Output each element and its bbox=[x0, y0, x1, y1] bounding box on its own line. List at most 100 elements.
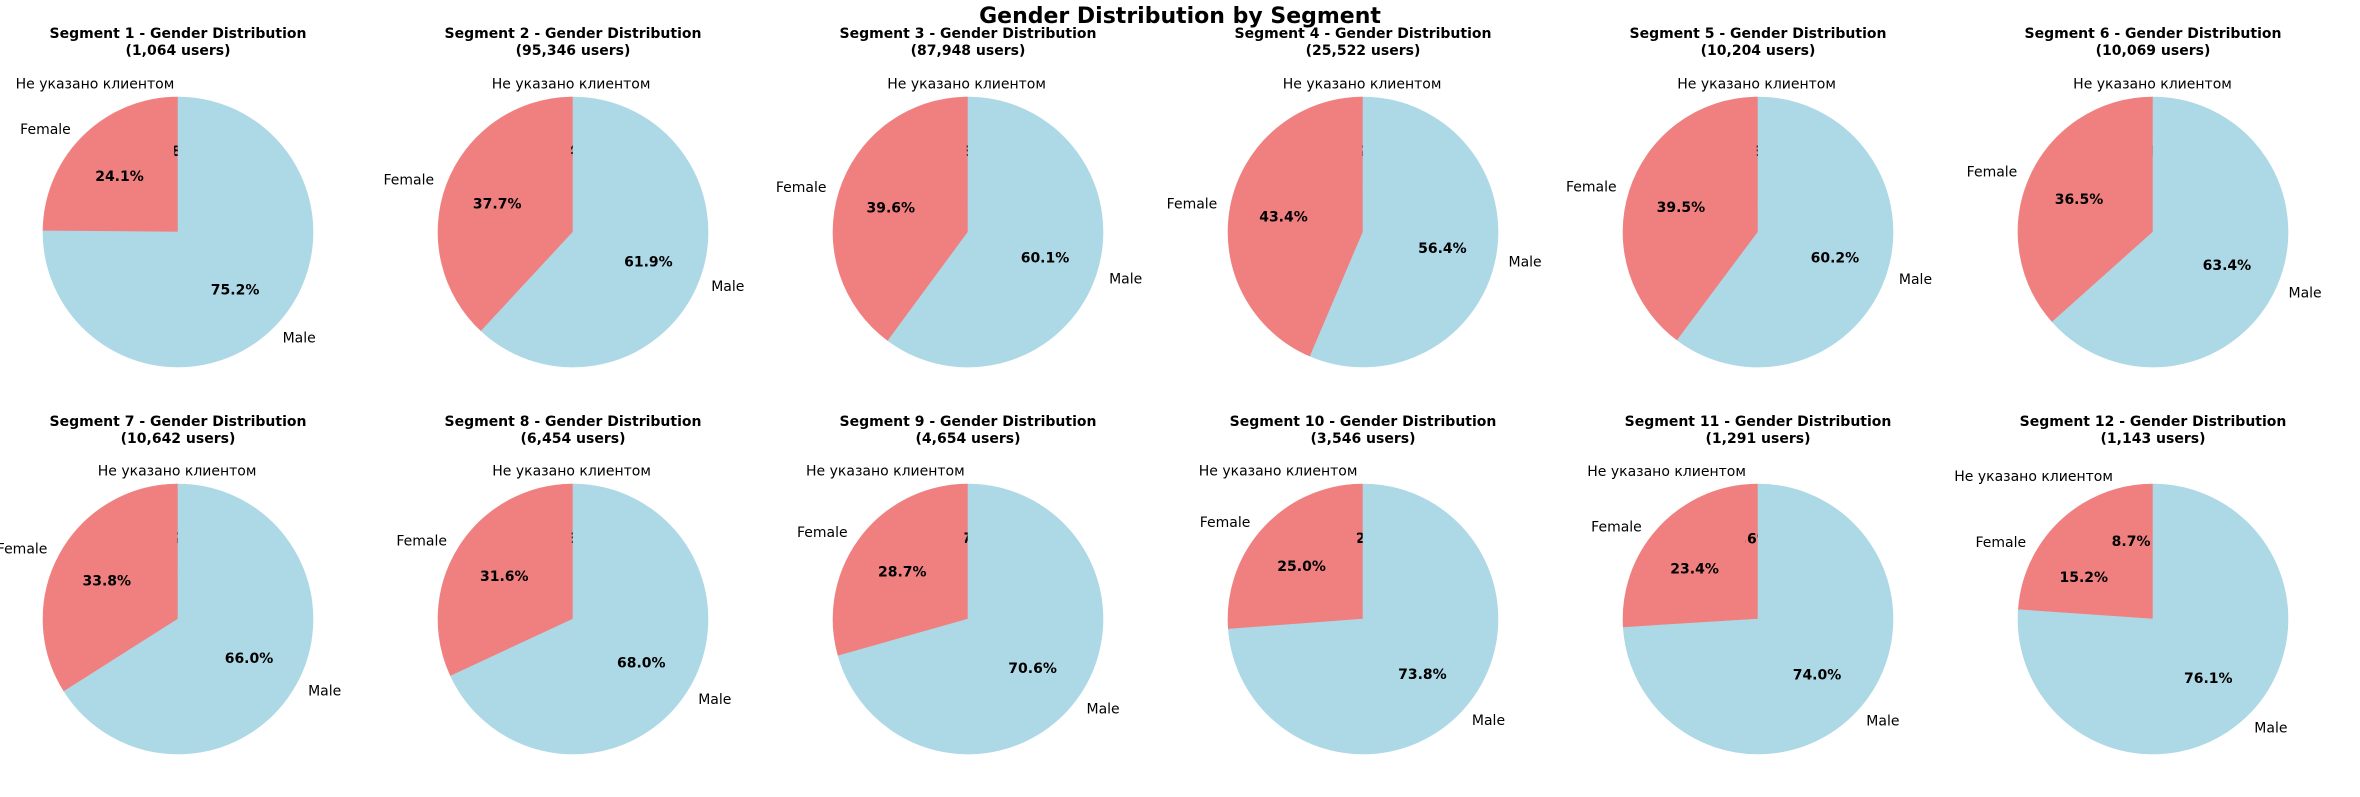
pie-title: Segment 2 - Gender Distribution bbox=[445, 26, 702, 42]
slice-percent: 70.6% bbox=[1008, 661, 1057, 677]
pie-subtitle: (10,069 users) bbox=[2096, 43, 2211, 59]
pie-slice-male bbox=[1228, 483, 1499, 755]
slice-label: Female bbox=[797, 525, 848, 541]
pie-subtitle: (95,346 users) bbox=[516, 43, 631, 59]
pie-slice-female bbox=[1227, 484, 1364, 630]
slice-percent: 39.5% bbox=[1657, 200, 1706, 216]
slice-label: Не указано клиентом bbox=[492, 464, 651, 480]
slice-label: Female bbox=[396, 533, 447, 549]
slice-label: Male bbox=[1109, 271, 1142, 287]
pie-chart-9: Segment 9 - Gender Distribution(4,654 us… bbox=[797, 414, 1120, 755]
pie-title: Segment 11 - Gender Distribution bbox=[1625, 414, 1892, 430]
slice-percent: 56.4% bbox=[1418, 241, 1467, 257]
slice-label: Female bbox=[1167, 196, 1218, 212]
pie-subtitle: (10,204 users) bbox=[1701, 43, 1816, 59]
slice-label: Не указано клиентом bbox=[1587, 464, 1746, 480]
slice-percent: 75.2% bbox=[211, 283, 260, 299]
main-title: Gender Distribution by Segment bbox=[979, 4, 1381, 29]
pie-subtitle: (1,143 users) bbox=[2101, 431, 2206, 447]
slice-percent: 60.1% bbox=[1021, 250, 1070, 266]
pie-slice-female bbox=[437, 483, 574, 677]
slice-percent: 36.5% bbox=[2055, 192, 2104, 208]
pie-slice-female bbox=[42, 96, 179, 233]
pie-title: Segment 12 - Gender Distribution bbox=[2020, 414, 2287, 430]
pie-slice-male bbox=[2051, 96, 2289, 368]
pie-subtitle: (1,064 users) bbox=[126, 43, 231, 59]
pie-slice-male bbox=[1309, 96, 1499, 368]
pie-subtitle: (1,291 users) bbox=[1706, 431, 1811, 447]
pie-subtitle: (25,522 users) bbox=[1306, 43, 1421, 59]
slice-percent: 37.7% bbox=[473, 196, 522, 212]
slice-percent: 76.1% bbox=[2184, 671, 2233, 687]
pie-title: Segment 5 - Gender Distribution bbox=[1630, 26, 1887, 42]
slice-label: Male bbox=[283, 330, 316, 346]
slice-label: Male bbox=[2289, 286, 2322, 302]
pie-subtitle: (3,546 users) bbox=[1311, 431, 1416, 447]
pie-chart-2: Segment 2 - Gender Distribution(95,346 u… bbox=[383, 26, 744, 368]
pie-slice-male bbox=[42, 96, 314, 368]
slice-label: Male bbox=[1472, 713, 1505, 729]
pie-slice-male bbox=[837, 483, 1104, 755]
slice-label: Не указано клиентом bbox=[887, 77, 1046, 93]
slice-percent: 33.8% bbox=[83, 573, 132, 589]
slice-label: Не указано клиентом bbox=[1677, 77, 1836, 93]
slice-percent: 23.4% bbox=[1670, 562, 1719, 578]
pie-slice-male bbox=[2017, 483, 2289, 755]
slice-percent: 24.1% bbox=[95, 169, 144, 185]
pie-title: Segment 9 - Gender Distribution bbox=[840, 414, 1097, 430]
pie-slice-female bbox=[42, 483, 179, 692]
pie-chart-11: Segment 11 - Gender Distribution(1,291 u… bbox=[1587, 414, 1899, 755]
pie-slice-male bbox=[480, 96, 709, 368]
slice-percent: 39.6% bbox=[867, 201, 916, 217]
pie-title: Segment 1 - Gender Distribution bbox=[50, 26, 307, 42]
pie-chart-5: Segment 5 - Gender Distribution(10,204 u… bbox=[1566, 26, 1932, 368]
slice-percent: 25.0% bbox=[1277, 559, 1326, 575]
pie-slice-female bbox=[2017, 96, 2154, 323]
pie-title: Segment 7 - Gender Distribution bbox=[50, 414, 307, 430]
pie-title: Segment 10 - Gender Distribution bbox=[1230, 414, 1497, 430]
pie-slice-female bbox=[437, 96, 574, 332]
pie-subtitle: (4,654 users) bbox=[916, 431, 1021, 447]
pie-title: Segment 4 - Gender Distribution bbox=[1235, 26, 1492, 42]
pie-slice-female bbox=[1622, 485, 1759, 628]
pie-title: Segment 8 - Gender Distribution bbox=[445, 414, 702, 430]
slice-percent: 15.2% bbox=[2060, 570, 2109, 586]
slice-label: Не указано клиентом bbox=[1954, 469, 2113, 485]
pie-slice-female bbox=[1622, 96, 1759, 341]
slice-label: Не указано клиентом bbox=[2073, 77, 2232, 93]
slice-label: Не указано клиентом bbox=[1199, 464, 1358, 480]
slice-percent: 31.6% bbox=[480, 569, 529, 585]
pie-chart-10: Segment 10 - Gender Distribution(3,546 u… bbox=[1199, 414, 1505, 755]
pie-chart-8: Segment 8 - Gender Distribution(6,454 us… bbox=[396, 414, 731, 755]
pie-slice-female bbox=[2017, 503, 2154, 620]
pie-chart-12: Segment 12 - Gender Distribution(1,143 u… bbox=[1954, 414, 2289, 755]
pie-chart-1: Segment 1 - Gender Distribution(1,064 us… bbox=[16, 26, 316, 368]
slice-label: Female bbox=[1967, 165, 2018, 181]
pie-slice-male bbox=[1676, 96, 1894, 368]
pie-subtitle: (10,642 users) bbox=[121, 431, 236, 447]
slice-label: Male bbox=[2254, 721, 2287, 737]
pie-title: Segment 3 - Gender Distribution bbox=[840, 26, 1097, 42]
slice-label: Male bbox=[1899, 272, 1932, 288]
slice-label: Не указано клиентом bbox=[98, 464, 257, 480]
slice-percent: 28.7% bbox=[878, 565, 927, 581]
slice-label: Female bbox=[383, 173, 434, 189]
slice-label: Не указано клиентом bbox=[16, 77, 175, 93]
pie-title: Segment 6 - Gender Distribution bbox=[2025, 26, 2282, 42]
slice-label: Female bbox=[0, 541, 47, 557]
pie-slice-male bbox=[63, 483, 314, 755]
slice-percent: 61.9% bbox=[624, 255, 673, 271]
slice-percent: 68.0% bbox=[617, 656, 666, 672]
pie-chart-4: Segment 4 - Gender Distribution(25,522 u… bbox=[1167, 26, 1542, 368]
slice-label: Female bbox=[20, 122, 71, 138]
slice-label: Male bbox=[1509, 255, 1542, 271]
slice-label: Female bbox=[1591, 520, 1642, 536]
pie-chart-3: Segment 3 - Gender Distribution(87,948 u… bbox=[776, 26, 1142, 368]
slice-label: Не указано клиентом bbox=[806, 464, 965, 480]
slice-label: Male bbox=[308, 684, 341, 700]
pie-chart-6: Segment 6 - Gender Distribution(10,069 u… bbox=[1967, 26, 2322, 368]
slice-label: Male bbox=[698, 692, 731, 708]
slice-percent: 60.2% bbox=[1811, 251, 1860, 267]
